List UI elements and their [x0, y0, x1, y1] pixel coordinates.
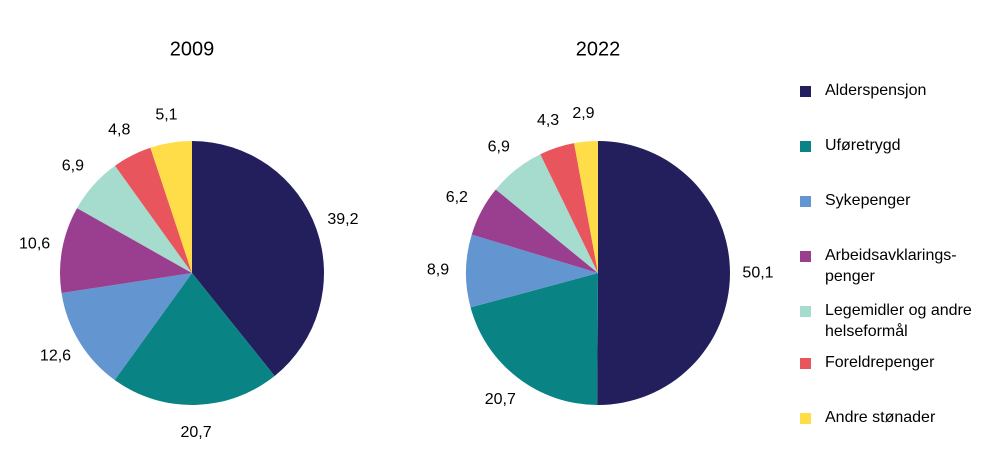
data-label: 10,6 [19, 235, 50, 252]
legend-swatch [800, 86, 811, 97]
data-label: 4,8 [108, 122, 130, 139]
legend-label: Legemidler og andre helseformål [825, 302, 972, 340]
data-label: 4,3 [537, 112, 559, 129]
legend-label: Alderspensjon [825, 82, 927, 99]
data-label: 8,9 [427, 262, 449, 279]
data-label: 20,7 [180, 424, 211, 441]
pie-slice [466, 234, 598, 308]
legend-item: Uføretrygd [800, 137, 990, 156]
pie-slice [540, 143, 598, 273]
data-label: 2,9 [572, 105, 594, 122]
legend-swatch [800, 141, 811, 152]
pie-slice [597, 141, 730, 405]
pie-slice [470, 273, 598, 405]
legend-label: Foreldrepenger [825, 354, 935, 371]
legend-item: Foreldrepenger [800, 354, 990, 373]
data-label: 12,6 [40, 348, 71, 365]
pie-slice [59, 208, 192, 294]
pie-slice [192, 141, 324, 376]
data-label: 39,2 [327, 211, 358, 228]
pie-slice [471, 189, 598, 273]
pie-slice [150, 141, 192, 273]
legend-label: Arbeidsavklarings-penger [825, 247, 957, 285]
pie-slice [115, 147, 192, 273]
legend-swatch [800, 306, 811, 317]
pie-slice [61, 273, 193, 380]
legend-swatch [800, 196, 811, 207]
pie-slice [574, 141, 598, 273]
chart-title: 2009 [170, 38, 215, 60]
legend-item: Legemidler og andre helseformål [800, 302, 990, 342]
data-label: 6,9 [488, 139, 510, 156]
legend-item: Sykepenger [800, 192, 990, 211]
legend-swatch [800, 413, 811, 424]
data-label: 6,9 [62, 157, 84, 174]
data-label: 20,7 [485, 391, 516, 408]
pie-slice [495, 154, 598, 273]
chart-title: 2022 [576, 38, 621, 60]
legend-swatch [800, 358, 811, 369]
data-label: 5,1 [155, 106, 177, 123]
data-label: 50,1 [742, 265, 773, 282]
legend-label: Uføretrygd [825, 137, 901, 154]
legend-swatch [800, 251, 811, 262]
legend-item: Andre stønader [800, 409, 990, 428]
legend-item: Alderspensjon [800, 82, 990, 101]
legend-label: Andre stønader [825, 409, 936, 426]
pie-slice [114, 273, 275, 405]
pie-slice [77, 165, 192, 273]
data-label: 6,2 [446, 189, 468, 206]
legend-item: Arbeidsavklarings-penger [800, 247, 990, 287]
legend-label: Sykepenger [825, 192, 911, 209]
